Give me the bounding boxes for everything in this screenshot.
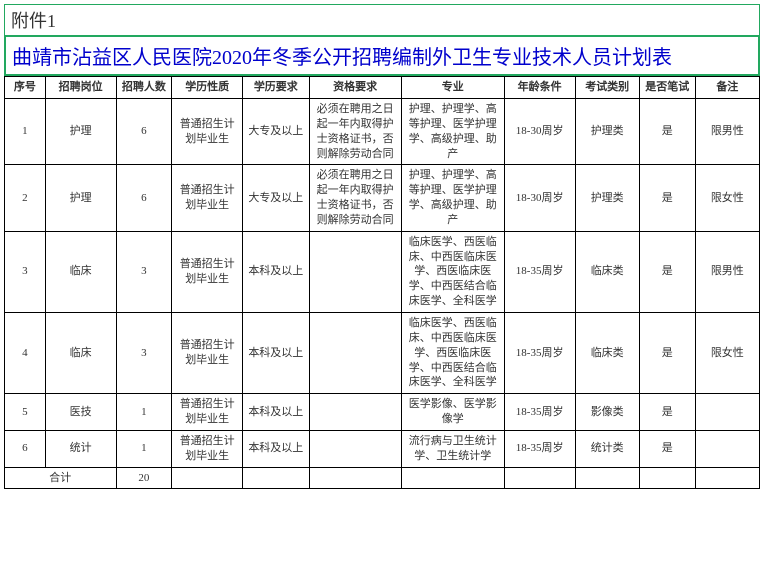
cell-remark [695, 430, 759, 467]
cell-exam_type: 护理类 [575, 99, 639, 165]
cell-edu_type: 普通招生计划毕业生 [172, 430, 243, 467]
cell-written: 是 [639, 430, 695, 467]
recruitment-table: 序号 招聘岗位 招聘人数 学历性质 学历要求 资格要求 专业 年龄条件 考试类别… [4, 76, 760, 489]
page-title: 曲靖市沾益区人民医院2020年冬季公开招聘编制外卫生专业技术人员计划表 [4, 35, 760, 76]
cell-age: 18-30周岁 [504, 165, 575, 231]
col-age: 年龄条件 [504, 77, 575, 99]
cell-count: 6 [116, 99, 172, 165]
cell-seq: 4 [5, 312, 46, 393]
cell-remark: 限女性 [695, 165, 759, 231]
cell-written: 是 [639, 165, 695, 231]
cell-count: 6 [116, 165, 172, 231]
cell-remark: 限男性 [695, 231, 759, 312]
cell-qual_req: 必须在聘用之日起一年内取得护士资格证书，否则解除劳动合同 [309, 99, 401, 165]
cell-remark: 限女性 [695, 312, 759, 393]
cell-age: 18-35周岁 [504, 430, 575, 467]
cell-exam_type: 统计类 [575, 430, 639, 467]
col-written: 是否笔试 [639, 77, 695, 99]
table-row: 5医技1普通招生计划毕业生本科及以上 医学影像、医学影像学18-35周岁影像类是 [5, 394, 760, 431]
cell-count: 1 [116, 394, 172, 431]
table-row: 3临床3普通招生计划毕业生本科及以上临床医学、西医临床、中西医临床医学、西医临床… [5, 231, 760, 312]
col-major: 专业 [401, 77, 504, 99]
cell-position: 统计 [45, 430, 116, 467]
cell-major: 临床医学、西医临床、中西医临床医学、西医临床医学、中西医结合临床医学、全科医学 [401, 231, 504, 312]
cell-edu_type: 普通招生计划毕业生 [172, 394, 243, 431]
cell-edu_type: 普通招生计划毕业生 [172, 231, 243, 312]
cell-edu_req: 本科及以上 [243, 430, 309, 467]
col-edu-type: 学历性质 [172, 77, 243, 99]
cell-exam_type: 临床类 [575, 231, 639, 312]
col-seq: 序号 [5, 77, 46, 99]
col-count: 招聘人数 [116, 77, 172, 99]
cell-edu_req: 本科及以上 [243, 231, 309, 312]
cell-count: 3 [116, 231, 172, 312]
cell-exam_type: 护理类 [575, 165, 639, 231]
cell-seq: 2 [5, 165, 46, 231]
table-row: 6统计1普通招生计划毕业生本科及以上 流行病与卫生统计学、卫生统计学18-35周岁… [5, 430, 760, 467]
cell-major: 流行病与卫生统计学、卫生统计学 [401, 430, 504, 467]
cell-exam_type: 临床类 [575, 312, 639, 393]
cell-edu_req: 本科及以上 [243, 312, 309, 393]
cell-seq: 3 [5, 231, 46, 312]
cell-age: 18-35周岁 [504, 394, 575, 431]
cell-remark: 限男性 [695, 99, 759, 165]
cell-seq: 5 [5, 394, 46, 431]
cell-written: 是 [639, 231, 695, 312]
cell-major: 医学影像、医学影像学 [401, 394, 504, 431]
cell-exam_type: 影像类 [575, 394, 639, 431]
col-qual-req: 资格要求 [309, 77, 401, 99]
table-total-row: 合计 20 [5, 467, 760, 489]
cell-edu_type: 普通招生计划毕业生 [172, 312, 243, 393]
cell-major: 临床医学、西医临床、中西医临床医学、西医临床医学、中西医结合临床医学、全科医学 [401, 312, 504, 393]
cell-major: 护理、护理学、高等护理、医学护理学、高级护理、助产 [401, 99, 504, 165]
cell-age: 18-35周岁 [504, 312, 575, 393]
cell-age: 18-35周岁 [504, 231, 575, 312]
cell-seq: 6 [5, 430, 46, 467]
cell-qual_req: 必须在聘用之日起一年内取得护士资格证书，否则解除劳动合同 [309, 165, 401, 231]
cell-seq: 1 [5, 99, 46, 165]
cell-qual_req [309, 312, 401, 393]
cell-major: 护理、护理学、高等护理、医学护理学、高级护理、助产 [401, 165, 504, 231]
table-row: 2护理6普通招生计划毕业生大专及以上必须在聘用之日起一年内取得护士资格证书，否则… [5, 165, 760, 231]
cell-edu_type: 普通招生计划毕业生 [172, 165, 243, 231]
table-row: 1护理6普通招生计划毕业生大专及以上必须在聘用之日起一年内取得护士资格证书，否则… [5, 99, 760, 165]
cell-position: 医技 [45, 394, 116, 431]
col-exam-type: 考试类别 [575, 77, 639, 99]
total-count: 20 [116, 467, 172, 489]
cell-age: 18-30周岁 [504, 99, 575, 165]
total-label: 合计 [5, 467, 117, 489]
cell-qual_req [309, 231, 401, 312]
cell-edu_type: 普通招生计划毕业生 [172, 99, 243, 165]
table-header-row: 序号 招聘岗位 招聘人数 学历性质 学历要求 资格要求 专业 年龄条件 考试类别… [5, 77, 760, 99]
col-position: 招聘岗位 [45, 77, 116, 99]
cell-position: 临床 [45, 231, 116, 312]
cell-edu_req: 大专及以上 [243, 99, 309, 165]
col-remark: 备注 [695, 77, 759, 99]
cell-position: 护理 [45, 165, 116, 231]
attachment-label: 附件1 [4, 4, 760, 35]
cell-position: 护理 [45, 99, 116, 165]
cell-written: 是 [639, 394, 695, 431]
table-row: 4临床3普通招生计划毕业生本科及以上 临床医学、西医临床、中西医临床医学、西医临床… [5, 312, 760, 393]
cell-count: 3 [116, 312, 172, 393]
cell-count: 1 [116, 430, 172, 467]
cell-qual_req [309, 394, 401, 431]
col-edu-req: 学历要求 [243, 77, 309, 99]
cell-position: 临床 [45, 312, 116, 393]
cell-remark [695, 394, 759, 431]
cell-written: 是 [639, 99, 695, 165]
cell-edu_req: 大专及以上 [243, 165, 309, 231]
cell-written: 是 [639, 312, 695, 393]
cell-edu_req: 本科及以上 [243, 394, 309, 431]
cell-qual_req [309, 430, 401, 467]
